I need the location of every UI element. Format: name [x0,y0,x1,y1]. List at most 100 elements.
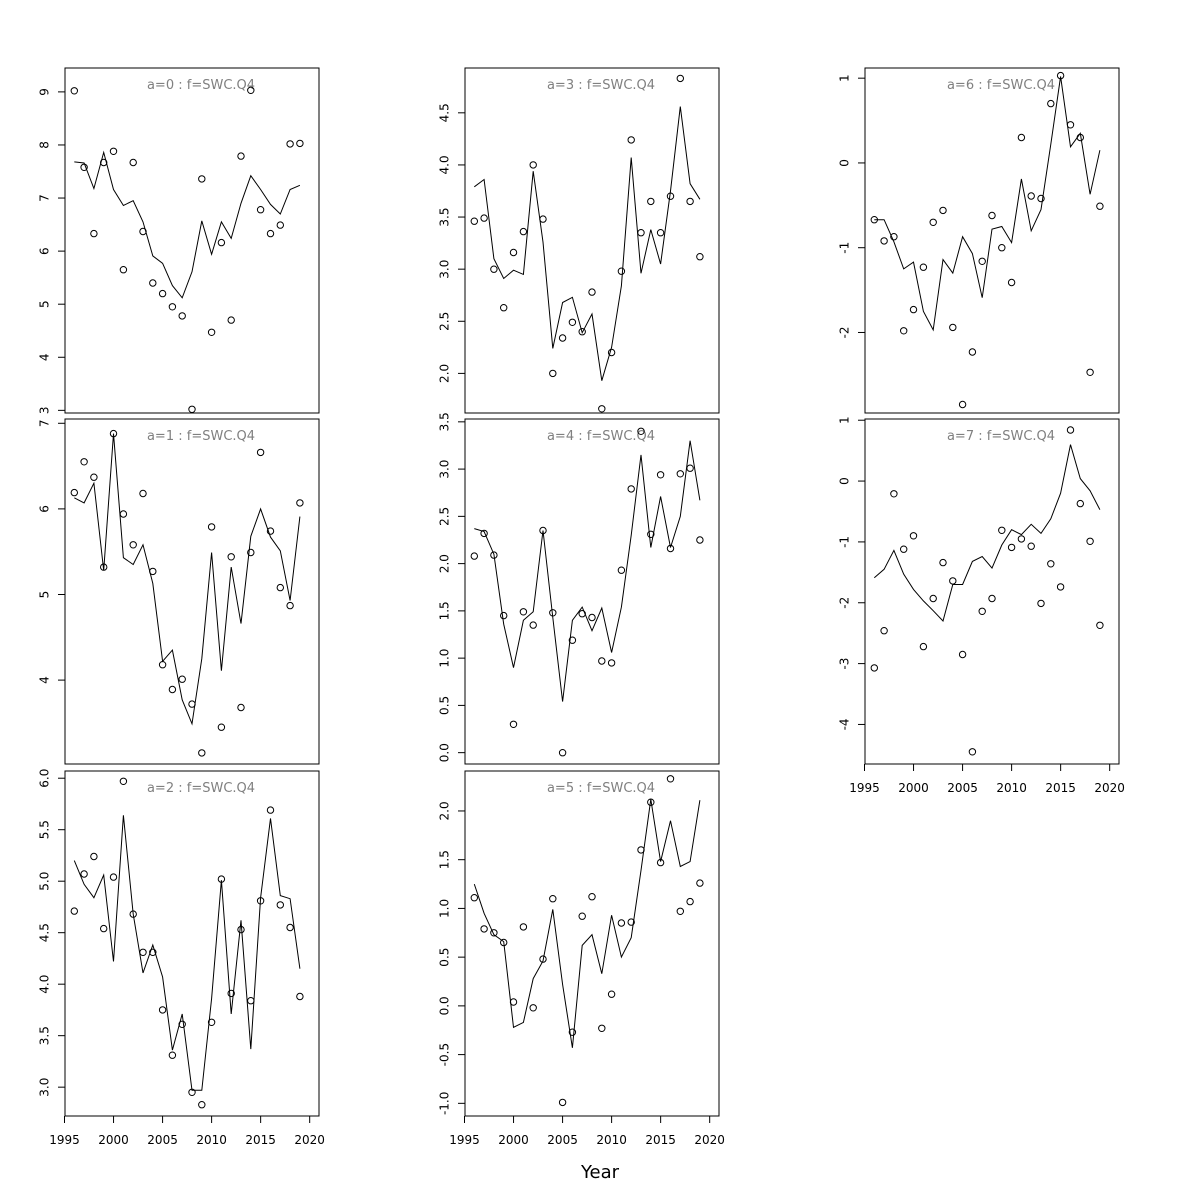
x-tick-label: 2020 [294,1133,325,1147]
observed-point [509,720,518,728]
observed-point [929,218,937,227]
observed-point [237,152,245,160]
observed-point [919,263,928,271]
y-tick-label: 3.5 [38,1026,52,1045]
fitted-line [74,150,301,299]
x-tick-label: 2015 [1045,781,1076,795]
observed-point [119,510,128,518]
observed-point [158,1006,167,1014]
observed-point [80,163,88,172]
observed-point [529,161,537,169]
fitted-line [73,815,301,1091]
observed-point [578,328,586,336]
observed-point [617,919,626,927]
x-tick-label: 1995 [449,1133,480,1147]
x-tick-label: 2000 [498,1133,529,1147]
observed-point [598,657,606,665]
figure-xlabel: Year [580,1162,620,1183]
observed-point [470,552,478,560]
observed-point [480,214,488,222]
observed-point [139,489,147,498]
observed-point [919,642,928,651]
panel-title: a=2 : f=SWC.Q4 [147,781,255,796]
observed-point [627,485,635,493]
y-tick-label: 6 [38,247,52,255]
observed-point [247,997,255,1005]
observed-point [90,473,98,481]
observed-point [1076,133,1085,142]
y-tick-label: 2.5 [438,312,452,331]
panel-6: a=6 : f=SWC.Q4 -2 -1 0 1 [838,67,1120,414]
observed-point [647,798,655,806]
plot-frame [464,770,720,1117]
x-tick-label: 1995 [849,781,880,795]
observed-point [870,216,878,224]
observed-point [539,955,547,963]
observed-point [666,192,675,200]
y-tick-label: 0.0 [438,996,452,1015]
panel-3: a=3 : f=SWC.Q4 2.0 2.5 3.0 3.5 4.0 4.5 [438,67,720,414]
panel-5: a=5 : f=SWC.Q4 -1.0 -0.5 0.0 0.5 1.0 1.5 2.0 199… [438,770,725,1147]
y-tick-label: 1.5 [438,601,452,620]
observed-point [578,610,586,618]
observed-point [558,749,567,757]
observed-point [500,304,508,312]
fitted-line [474,106,701,381]
observed-point [1007,543,1016,552]
observed-point [178,675,186,683]
observed-point [870,664,878,672]
y-tick-label: 5 [38,591,52,599]
observed-point [958,400,967,409]
observed-point [900,327,908,335]
y-tick-label: 0 [838,159,852,167]
y-tick-label: 8 [38,141,52,149]
y-tick-label: -1 [838,242,852,254]
y-tick-label: -1.0 [438,1092,452,1115]
observed-point [607,348,616,357]
observed-point [256,206,265,214]
y-tick-label: 3.0 [438,260,452,279]
observed-point [168,303,177,311]
observed-point [1066,121,1075,129]
observed-point [286,601,294,610]
observed-point [988,594,996,603]
y-tick-label: 1.0 [438,649,452,668]
observed-point [266,806,275,814]
observed-point [149,279,157,287]
panel-2: a=2 : f=SWC.Q4 3.0 3.5 4.0 4.5 5.0 5.5 6.0 1995 2… [38,769,325,1147]
x-tick-label: 2005 [547,1133,578,1147]
observed-point [686,464,694,472]
observed-point [207,523,216,531]
observed-point [890,233,898,241]
y-tick-label: 1 [838,74,852,82]
panel-title: a=0 : f=SWC.Q4 [147,78,255,93]
observed-point [296,139,304,148]
y-tick-label: 0.0 [438,743,452,762]
observed-point [168,685,177,694]
observed-point [198,175,206,183]
observed-point [1056,583,1065,591]
panel-title: a=7 : f=SWC.Q4 [947,429,1055,444]
observed-point [1076,499,1085,508]
y-tick-label: 1.0 [438,899,452,918]
y-tick-label: 3.5 [438,208,452,227]
x-tick-label: 2010 [196,1133,227,1147]
observed-point [266,229,275,238]
observed-point [119,777,128,785]
observed-point [666,544,675,553]
observed-point [696,879,704,887]
observed-point [1086,368,1094,376]
y-tick-label: 2.0 [438,554,452,573]
observed-point [627,918,635,926]
observed-point [968,348,977,356]
observed-point [998,526,1006,534]
observed-point [70,87,79,95]
observed-point [256,448,265,457]
observed-point [676,470,684,478]
y-tick-label: 4 [38,676,52,684]
panel-title: a=5 : f=SWC.Q4 [547,781,655,796]
panel-7: a=7 : f=SWC.Q4 -4 -3 -2 -1 0 1 1995 2000 2005 2010… [838,416,1125,795]
observed-point [637,846,645,854]
y-tick-label: 0.5 [438,696,452,715]
observed-point [286,923,294,932]
